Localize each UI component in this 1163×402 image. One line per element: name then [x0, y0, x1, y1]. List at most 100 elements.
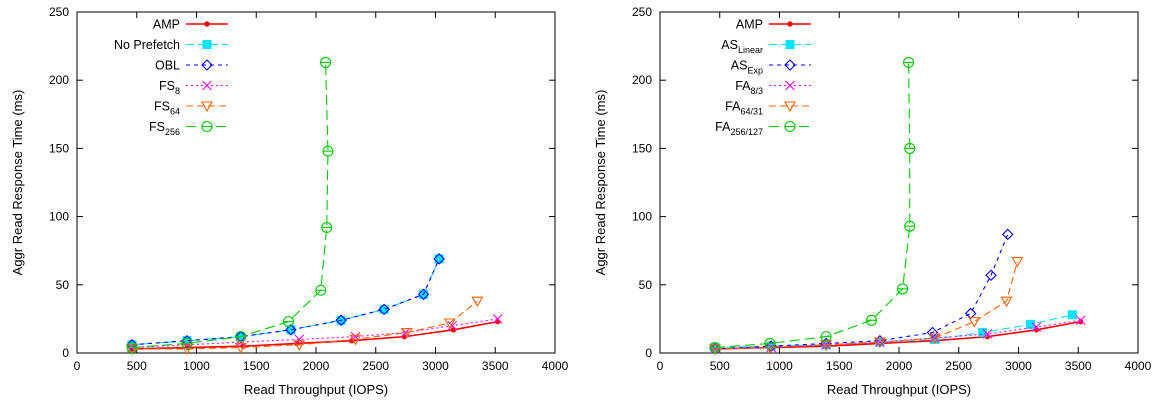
series-5-point	[865, 314, 878, 326]
x-tick-label: 2000	[886, 359, 913, 373]
legend-label: ASLinear	[721, 38, 763, 55]
y-tick-label: 250	[632, 5, 652, 19]
y-axis-title: Aggr Read Response Time (ms)	[10, 90, 25, 276]
legend-marker	[201, 59, 213, 71]
legend-label: FA8/3	[735, 79, 763, 96]
series-2	[126, 253, 445, 351]
x-tick-label: 1500	[243, 359, 270, 373]
series-5-point	[764, 337, 776, 350]
series-4-point	[873, 337, 886, 349]
y-tick-label: 150	[632, 141, 652, 155]
y-tick-label: 50	[639, 278, 653, 292]
x-tick-label: 1500	[826, 359, 853, 373]
series-5-point	[126, 341, 138, 354]
series-5-point	[315, 284, 327, 296]
y-tick-label: 0	[645, 346, 652, 360]
series-4-point	[234, 342, 247, 354]
plot-frame	[76, 11, 556, 354]
legend-marker	[784, 59, 796, 71]
legend-label: FA256/127	[715, 120, 763, 137]
legend-label-subscript: Exp	[747, 66, 763, 76]
legend-label: OBL	[155, 59, 180, 73]
series-2-point	[285, 324, 297, 336]
legend-label-main: FA	[715, 120, 731, 134]
legend-label-subscript: Linear	[738, 45, 763, 55]
x-tick-label: 500	[710, 359, 730, 373]
legend-item: FA256/127	[715, 120, 811, 137]
series-1-line	[131, 258, 440, 346]
legend-label-main: AS	[721, 38, 738, 52]
series-4-point	[126, 344, 138, 356]
series-4-point	[968, 317, 981, 328]
series-3-point	[982, 329, 993, 339]
legend-marker	[784, 101, 796, 113]
y-tick-label: 200	[632, 73, 652, 87]
legend-marker	[787, 21, 793, 27]
series-4-point	[471, 296, 484, 308]
y-tick-label: 250	[49, 5, 69, 19]
series-2-point	[335, 314, 347, 327]
series-4-point	[1011, 257, 1024, 268]
series-1-point	[978, 328, 988, 338]
legend-item: FS256	[149, 120, 228, 137]
x-tick-label: 0	[657, 359, 664, 373]
series-2-point	[926, 326, 939, 339]
x-tick-label: 500	[127, 359, 147, 373]
legend-label-main: No Prefetch	[114, 38, 180, 52]
series-5-point	[320, 56, 332, 69]
series-4	[126, 296, 484, 356]
series-1-point	[1067, 310, 1077, 320]
x-tick-label: 2000	[303, 359, 330, 373]
x-axis-title: Read Throughput (IOPS)	[827, 382, 971, 397]
series-4-point	[443, 318, 456, 330]
series-3-line	[714, 319, 1081, 350]
legend-item: AMP	[736, 18, 811, 32]
series-5-point	[709, 341, 721, 354]
legend-marker	[784, 120, 796, 133]
series-4-point	[293, 340, 306, 351]
series-2-point	[417, 288, 430, 301]
series-5-point	[904, 142, 916, 154]
legend-marker	[202, 40, 212, 49]
series-2-point	[985, 269, 997, 282]
legend-label-main: FS	[159, 79, 175, 93]
series-4-line	[131, 300, 478, 350]
x-tick-label: 0	[74, 359, 81, 373]
y-tick-label: 100	[49, 210, 69, 224]
legend-item: FA64/31	[725, 100, 811, 117]
series-5-point	[820, 331, 832, 343]
series-5-point	[235, 331, 247, 343]
series-2-point	[1001, 228, 1014, 241]
legend-marker	[785, 80, 795, 91]
series-1	[127, 254, 444, 350]
series-3-line	[131, 318, 498, 349]
legend-label-main: FA	[735, 79, 751, 93]
legend-label: AMP	[736, 18, 763, 32]
x-tick-label: 4000	[1125, 359, 1152, 373]
legend-item: FS8	[159, 79, 228, 96]
series-3-point	[492, 314, 503, 324]
series-2-point	[433, 253, 445, 265]
x-tick-label: 4000	[542, 359, 569, 373]
legend-item: FS64	[154, 100, 228, 117]
legend-label-subscript: 8/3	[750, 86, 763, 96]
x-tick-label: 3500	[482, 359, 509, 373]
series-2-point	[964, 307, 977, 320]
right-line-chart: 0 500 1000 1500 2000 2500 3000 3500 4000 0 50 100 15…	[593, 5, 1152, 397]
legend-label-subscript: 64	[170, 107, 180, 117]
legend-marker	[201, 101, 213, 113]
series-5-point	[322, 145, 334, 157]
legend-label-main: AMP	[736, 18, 763, 32]
series-5-line	[714, 62, 911, 349]
legend-label: FS64	[154, 100, 180, 117]
y-tick-label: 100	[632, 210, 652, 224]
series-5-point	[181, 337, 193, 350]
x-tick-label: 1000	[183, 359, 210, 373]
series-4-point	[349, 334, 362, 346]
legend-label-subscript: 256/127	[730, 127, 763, 137]
series-1-point	[930, 334, 940, 344]
series-4	[709, 257, 1024, 356]
series-5-point	[282, 316, 295, 328]
legend-label: AMP	[153, 18, 180, 32]
